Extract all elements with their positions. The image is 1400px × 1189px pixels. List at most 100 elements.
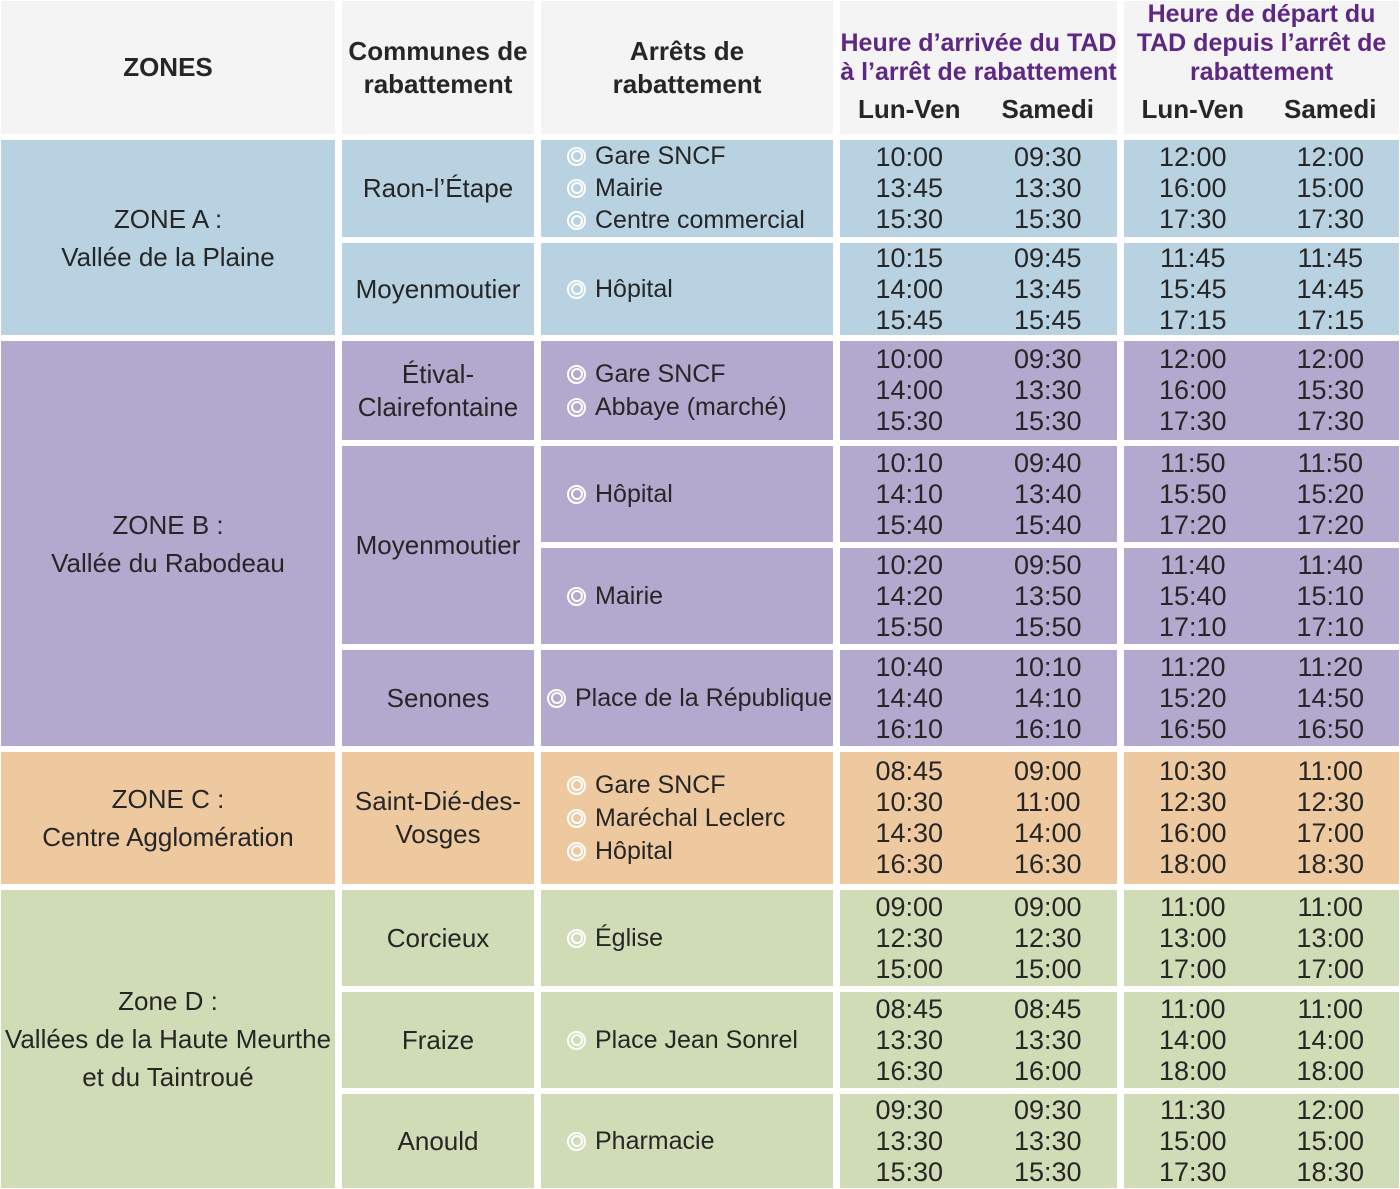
time-value: 11:30	[1159, 1094, 1226, 1125]
arrival-times-cell: 09:30 13:30 15:30 09:30 13:30 15:30	[840, 1094, 1117, 1188]
stops-cell: Gare SNCF Mairie Centre commercial	[541, 140, 833, 237]
header-communes: Communes de rabattement	[342, 1, 534, 134]
stop-label: Mairie	[595, 173, 664, 202]
zone-label-line: Vallée de la Plaine	[61, 241, 275, 272]
time-value: 17:30	[1296, 204, 1365, 234]
time-value: 13:30	[875, 1024, 944, 1055]
header-arrival: Heure d’arrivée du TAD à l’arrêt de rabat…	[840, 1, 1117, 134]
times-saturday-col: 08:45 13:30 16:00	[979, 992, 1118, 1088]
time-value: 15:45	[1158, 273, 1227, 304]
time-value: 16:00	[1158, 818, 1227, 848]
time-value: 14:00	[1013, 818, 1082, 848]
time-value: 08:45	[875, 756, 944, 786]
time-value: 12:00	[1296, 1094, 1365, 1125]
header-arrets-line: Arrêts de	[629, 35, 745, 66]
zone-label-line: et du Taintroué	[82, 1062, 254, 1092]
time-value: 10:00	[875, 344, 944, 374]
time-value: 11:40	[1159, 549, 1226, 580]
time-value: 11:40	[1297, 549, 1364, 580]
time-value: 15:50	[875, 611, 944, 642]
times-saturday-col: 09:45 13:45 15:45	[979, 243, 1118, 335]
commune-name: Senones	[386, 682, 490, 713]
time-value: 08:45	[1013, 993, 1082, 1024]
stops-cell: Église	[541, 890, 833, 986]
time-value: 10:40	[875, 651, 944, 682]
stop-icon	[567, 364, 586, 384]
commune-name: Étival-	[401, 358, 475, 389]
time-value: 11:00	[1297, 993, 1364, 1024]
stop-label: Gare SNCF	[595, 770, 726, 799]
time-value: 15:40	[875, 509, 944, 540]
time-value: 14:10	[1013, 682, 1082, 713]
stops-cell: Place de la République	[541, 650, 833, 746]
departure-times-cell: 12:00 16:00 17:30 12:00 15:30 17:30	[1124, 341, 1399, 440]
time-value: 14:00	[1158, 1024, 1227, 1055]
time-value: 14:00	[875, 375, 944, 405]
stops-cell: Hôpital	[541, 446, 833, 542]
stop-icon	[567, 808, 586, 828]
time-value: 09:40	[1013, 447, 1082, 478]
time-value: 12:00	[1158, 344, 1227, 374]
time-value: 15:30	[875, 204, 944, 234]
times-saturday-col: 09:30 13:30 15:30	[979, 1094, 1118, 1188]
stop-label: Gare SNCF	[595, 141, 726, 170]
arrival-times-cell: 10:20 14:20 15:50 09:50 13:50 15:50	[840, 548, 1117, 644]
stop-row: Gare SNCF	[567, 769, 833, 802]
time-value: 09:45	[1013, 243, 1082, 273]
time-value: 12:30	[1158, 787, 1227, 817]
arrival-times-cell: 10:00 14:00 15:30 09:30 13:30 15:30	[840, 341, 1117, 440]
time-value: 15:30	[1296, 375, 1365, 405]
time-value: 16:00	[1158, 173, 1227, 203]
time-value: 14:45	[1296, 273, 1365, 304]
time-value: 14:50	[1296, 682, 1365, 713]
stop-row: Abbaye (marché)	[567, 391, 833, 424]
time-value: 10:30	[1158, 756, 1227, 786]
time-value: 17:15	[1296, 304, 1365, 335]
arrival-times-cell: 10:40 14:40 16:10 10:10 14:10 16:10	[840, 650, 1117, 746]
time-value: 09:00	[1013, 891, 1082, 922]
stop-label: Centre commercial	[595, 206, 805, 235]
time-value: 10:20	[875, 549, 944, 580]
time-value: 15:45	[875, 304, 944, 335]
header-arrets: Arrêts de rabattement	[541, 1, 833, 134]
header-departure-days: Lun-Ven Samedi	[1124, 94, 1399, 125]
times-saturday-col: 11:00 13:00 17:00	[1262, 890, 1400, 986]
time-value: 16:10	[1013, 713, 1082, 744]
time-value: 12:00	[1296, 344, 1365, 374]
departure-times-cell: 11:20 15:20 16:50 11:20 14:50 16:50	[1124, 650, 1399, 746]
time-value: 16:30	[1013, 849, 1082, 879]
stop-label: Hôpital	[595, 479, 673, 508]
time-value: 10:30	[875, 787, 944, 817]
header-zones: ZONES	[1, 1, 335, 134]
times-weekday-col: 11:00 13:00 17:00	[1124, 890, 1262, 986]
time-value: 10:10	[875, 447, 944, 478]
times-weekday-col: 10:10 14:10 15:40	[840, 446, 979, 542]
times-weekday-col: 11:45 15:45 17:15	[1124, 243, 1262, 335]
stop-row: Maréchal Leclerc	[567, 802, 833, 835]
stop-row: Gare SNCF	[567, 140, 833, 172]
header-arrival-title: Heure d’arrivée du TAD à l’arrêt de rabat…	[840, 29, 1117, 87]
time-value: 13:50	[1013, 580, 1082, 611]
time-value: 09:30	[1013, 142, 1082, 172]
zone-label-line: ZONE A :	[113, 203, 223, 234]
time-value: 18:30	[1296, 1156, 1365, 1187]
time-value: 15:50	[1013, 611, 1082, 642]
departure-times-cell: 11:00 13:00 17:00 11:00 13:00 17:00	[1124, 890, 1399, 986]
time-value: 12:30	[875, 922, 944, 953]
times-weekday-col: 12:00 16:00 17:30	[1124, 341, 1262, 440]
time-value: 13:30	[1013, 1024, 1082, 1055]
times-weekday-col: 09:30 13:30 15:30	[840, 1094, 979, 1188]
stops-cell: Pharmacie	[541, 1094, 833, 1188]
stop-label: Hôpital	[595, 274, 673, 303]
time-value: 15:00	[1013, 953, 1082, 984]
stop-label: Pharmacie	[595, 1126, 715, 1155]
time-value: 11:00	[1159, 891, 1226, 922]
time-value: 09:30	[875, 1094, 944, 1125]
time-value: 16:50	[1296, 713, 1365, 744]
time-value: 15:30	[1013, 204, 1082, 234]
zone-label-line: Vallée du Rabodeau	[51, 547, 285, 578]
departure-times-cell: 11:45 15:45 17:15 11:45 14:45 17:15	[1124, 243, 1399, 335]
arrival-times-cell: 08:45 13:30 16:30 08:45 13:30 16:00	[840, 992, 1117, 1088]
stops-cell: Mairie	[541, 548, 833, 644]
arrival-times-cell: 09:00 12:30 15:00 09:00 12:30 15:00	[840, 890, 1117, 986]
